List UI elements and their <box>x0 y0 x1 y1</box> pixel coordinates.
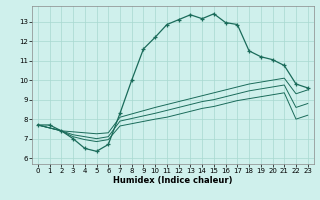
X-axis label: Humidex (Indice chaleur): Humidex (Indice chaleur) <box>113 176 233 185</box>
